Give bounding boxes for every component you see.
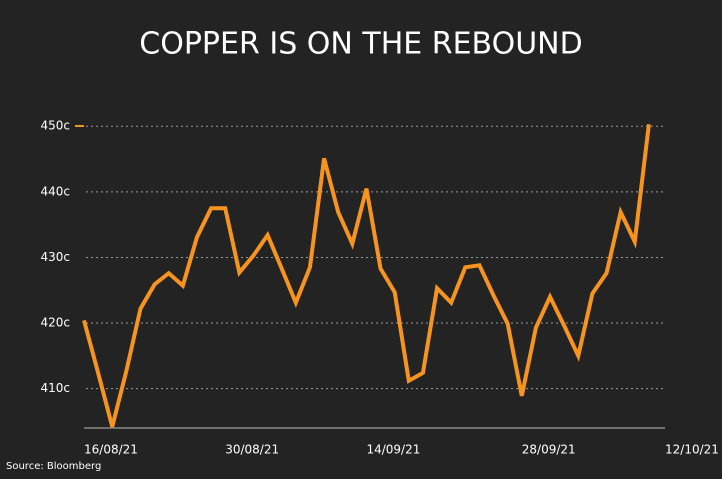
y-tick-label: 420c bbox=[40, 316, 70, 330]
y-tick-label: 410c bbox=[40, 381, 70, 395]
x-tick-label: 12/10/21 bbox=[665, 443, 719, 457]
x-tick-label: 14/09/21 bbox=[366, 443, 420, 457]
chart-title: COPPER IS ON THE REBOUND bbox=[139, 27, 582, 62]
x-tick-label: 16/08/21 bbox=[84, 443, 138, 457]
price-line bbox=[82, 124, 651, 428]
y-tick-label: 440c bbox=[40, 184, 70, 198]
x-tick-label: 28/09/21 bbox=[522, 443, 576, 457]
y-tick-label: 450c bbox=[40, 119, 70, 133]
source-note: Source: Bloomberg bbox=[6, 461, 101, 472]
y-tick-label: 430c bbox=[40, 250, 70, 264]
x-tick-label: 30/08/21 bbox=[225, 443, 279, 457]
